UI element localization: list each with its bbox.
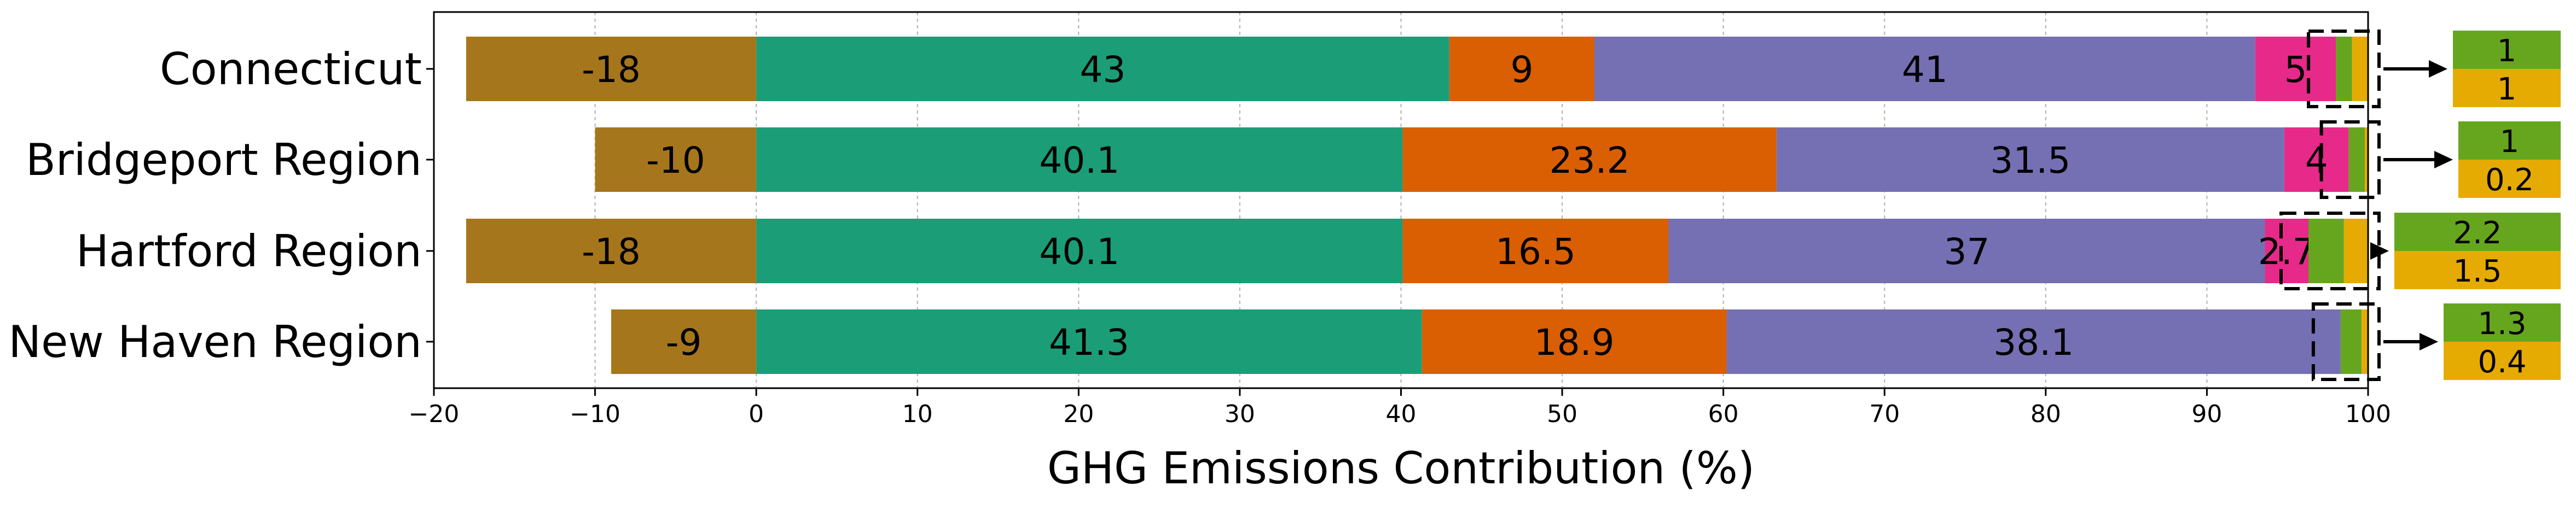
bar-label-0-4: 5	[2284, 49, 2307, 91]
bar-label-0-3: 41	[1902, 49, 1948, 91]
inset-yellow-label-0: 1	[2497, 72, 2517, 107]
arrow-head-0	[2429, 60, 2447, 78]
bar-label-2-2: 16.5	[1495, 231, 1576, 273]
bar-segment-3-3	[1726, 309, 2341, 374]
category-label-2: Hartford Region	[76, 226, 422, 277]
zoom-box-0	[2307, 30, 2381, 108]
bar-segment-2-2	[1402, 219, 1669, 283]
bar-segment-2-4	[2265, 219, 2309, 283]
bar-label-0-1: 43	[1080, 49, 1126, 91]
x-tick-label-4: 20	[1063, 400, 1094, 428]
bar-label-0-0: -18	[582, 49, 641, 91]
category-label-3: New Haven Region	[8, 317, 422, 367]
bar-segment-2-5	[2308, 219, 2344, 283]
bar-label-3-2: 18.9	[1534, 321, 1615, 364]
inset-green-1	[2458, 121, 2561, 160]
bar-label-2-4: 2.7	[2258, 231, 2316, 273]
inset-yellow-2	[2394, 251, 2561, 289]
bar-label-2-3: 37	[1943, 231, 1989, 273]
inset-green-label-0: 1	[2497, 33, 2517, 69]
bar-label-3-1: 41.3	[1049, 321, 1129, 364]
bar-label-1-2: 23.2	[1550, 139, 1630, 182]
bar-segment-3-5	[2340, 309, 2362, 374]
inset-yellow-label-1: 0.2	[2485, 162, 2534, 198]
zoom-box-2	[2279, 212, 2381, 290]
bar-label-1-1: 40.1	[1039, 139, 1119, 182]
category-label-1: Bridgeport Region	[26, 134, 422, 185]
x-tick-label-11: 90	[2191, 400, 2222, 428]
bar-segment-2-3	[1668, 219, 2265, 283]
bar-segment-1-0	[595, 127, 757, 192]
inset-green-label-3: 1.3	[2478, 306, 2526, 342]
x-tick-label-2: 0	[749, 400, 764, 428]
bar-segment-1-4	[2284, 127, 2349, 192]
bar-segment-0-4	[2255, 37, 2336, 101]
x-tick-label-6: 40	[1386, 400, 1417, 428]
inset-green-3	[2444, 303, 2561, 342]
bar-segment-1-2	[1402, 127, 1777, 192]
x-axis-label: GHG Emissions Contribution (%)	[1047, 443, 1755, 494]
x-tick-label-3: 10	[902, 400, 933, 428]
inset-green-2	[2394, 213, 2561, 251]
bar-segment-0-5	[2336, 37, 2352, 101]
bar-segment-0-6	[2352, 37, 2368, 101]
inset-yellow-label-3: 0.4	[2478, 344, 2526, 380]
zoom-box-1	[2319, 120, 2381, 199]
inset-yellow-label-2: 1.5	[2453, 254, 2502, 289]
bar-label-0-2: 9	[1510, 49, 1533, 91]
inset-yellow-0	[2453, 69, 2561, 107]
bar-segment-3-6	[2362, 309, 2368, 374]
x-tick-label-5: 30	[1225, 400, 1255, 428]
bar-segment-2-1	[756, 219, 1403, 283]
zoom-box-3	[2311, 302, 2381, 381]
bar-segment-0-3	[1594, 37, 2255, 101]
arrow-head-2	[2370, 242, 2389, 260]
arrow-head-1	[2434, 151, 2453, 168]
x-tick-label-9: 70	[1869, 400, 1900, 428]
bar-label-2-1: 40.1	[1039, 231, 1119, 273]
bar-label-1-4: 4	[2305, 139, 2328, 182]
bar-segment-3-2	[1422, 309, 1727, 374]
x-tick-label-8: 60	[1708, 400, 1739, 428]
x-tick-label-12: 100	[2345, 400, 2391, 428]
bar-segment-1-3	[1776, 127, 2284, 192]
bar-label-3-0: -9	[666, 321, 702, 364]
x-tick-label-7: 50	[1547, 400, 1577, 428]
x-tick-label-1: −10	[570, 400, 620, 428]
x-tick-label-10: 80	[2030, 400, 2061, 428]
inset-yellow-1	[2458, 160, 2561, 198]
inset-green-label-1: 1	[2500, 124, 2520, 160]
bar-segment-1-6	[2365, 127, 2368, 192]
bar-label-1-0: -10	[646, 139, 705, 182]
bar-segment-2-0	[466, 219, 757, 283]
bar-label-1-3: 31.5	[1990, 139, 2070, 182]
category-label-0: Connecticut	[160, 44, 422, 95]
inset-green-label-2: 2.2	[2453, 215, 2502, 251]
bar-segment-0-2	[1449, 37, 1594, 101]
bar-segment-0-1	[756, 37, 1449, 101]
bar-segment-1-5	[2348, 127, 2365, 192]
bar-segment-1-1	[756, 127, 1403, 192]
bar-label-3-3: 38.1	[1993, 321, 2074, 364]
bar-label-2-0: -18	[582, 231, 641, 273]
bar-segment-3-0	[611, 309, 757, 374]
arrow-head-3	[2420, 333, 2438, 350]
bar-segment-0-0	[466, 37, 757, 101]
x-tick-label-0: −20	[409, 400, 460, 428]
bar-segment-2-6	[2343, 219, 2368, 283]
inset-green-0	[2453, 31, 2561, 69]
inset-yellow-3	[2444, 342, 2561, 380]
bar-segment-3-1	[756, 309, 1422, 374]
